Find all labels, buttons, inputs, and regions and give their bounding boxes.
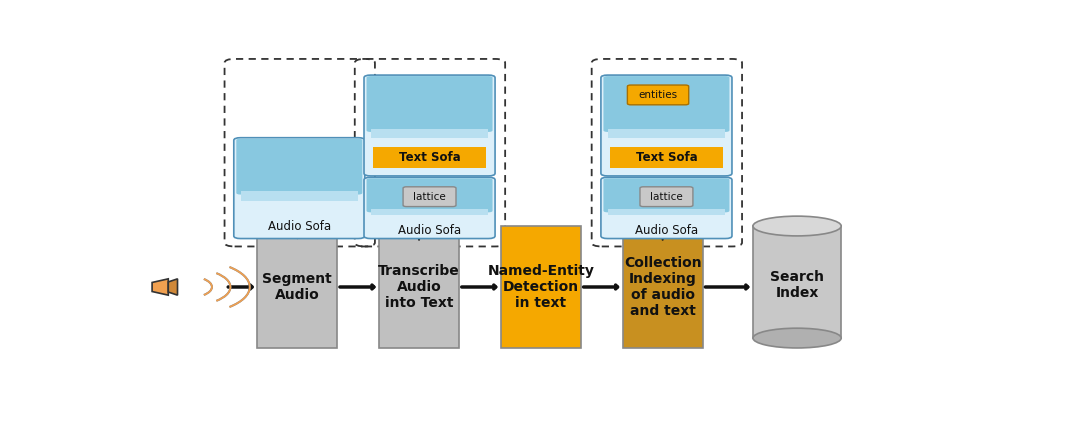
FancyBboxPatch shape — [604, 178, 730, 212]
FancyBboxPatch shape — [622, 226, 702, 348]
FancyBboxPatch shape — [501, 226, 581, 348]
FancyBboxPatch shape — [366, 178, 492, 212]
FancyBboxPatch shape — [373, 146, 486, 168]
Text: lattice: lattice — [650, 192, 683, 202]
Text: Segment
Audio: Segment Audio — [262, 272, 332, 302]
Ellipse shape — [753, 216, 841, 236]
Text: Audio Sofa: Audio Sofa — [268, 220, 331, 233]
Ellipse shape — [753, 328, 841, 348]
FancyBboxPatch shape — [604, 76, 730, 132]
FancyBboxPatch shape — [628, 85, 688, 105]
Text: Collection
Indexing
of audio
and text: Collection Indexing of audio and text — [624, 256, 701, 318]
FancyBboxPatch shape — [371, 209, 488, 215]
FancyBboxPatch shape — [601, 75, 732, 176]
Text: Search
Index: Search Index — [770, 270, 824, 300]
Text: Text Sofa: Text Sofa — [399, 151, 461, 163]
Text: Text Sofa: Text Sofa — [635, 151, 697, 163]
FancyBboxPatch shape — [234, 138, 365, 238]
FancyBboxPatch shape — [753, 226, 841, 338]
FancyBboxPatch shape — [601, 177, 732, 238]
FancyBboxPatch shape — [364, 75, 495, 176]
Text: Named-Entity
Detection
in text: Named-Entity Detection in text — [488, 264, 594, 310]
Text: entities: entities — [638, 90, 678, 100]
FancyBboxPatch shape — [371, 129, 488, 138]
FancyBboxPatch shape — [236, 139, 362, 195]
Text: Transcribe
Audio
into Text: Transcribe Audio into Text — [378, 264, 460, 310]
FancyBboxPatch shape — [608, 209, 725, 215]
FancyBboxPatch shape — [366, 76, 492, 132]
FancyBboxPatch shape — [610, 146, 723, 168]
FancyBboxPatch shape — [608, 129, 725, 138]
FancyBboxPatch shape — [257, 226, 337, 348]
Text: Audio Sofa: Audio Sofa — [398, 224, 461, 237]
Polygon shape — [152, 279, 168, 295]
FancyBboxPatch shape — [640, 187, 693, 207]
Text: lattice: lattice — [413, 192, 446, 202]
FancyBboxPatch shape — [403, 187, 456, 207]
Text: Audio Sofa: Audio Sofa — [635, 224, 698, 237]
FancyBboxPatch shape — [379, 226, 459, 348]
FancyBboxPatch shape — [241, 191, 358, 201]
Polygon shape — [168, 279, 178, 295]
FancyBboxPatch shape — [364, 177, 495, 238]
